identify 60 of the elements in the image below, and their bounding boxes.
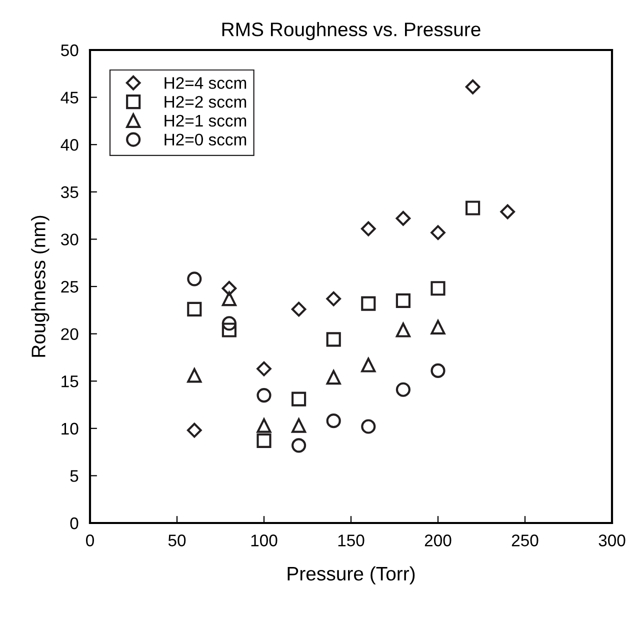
point — [361, 296, 376, 311]
legend-label: H2=0 sccm — [164, 134, 246, 146]
point — [430, 281, 446, 296]
y-tick-label: 30 — [60, 234, 78, 246]
legend-label: H2=4 sccm — [164, 77, 246, 89]
point — [186, 422, 202, 438]
point — [326, 370, 341, 385]
point — [222, 292, 236, 306]
legend-label: H2=2 sccm — [164, 96, 246, 108]
point — [430, 363, 446, 378]
y-tick-label: 5 — [70, 470, 78, 482]
point — [500, 204, 516, 220]
point — [396, 293, 410, 308]
y-tick-label: 15 — [62, 376, 78, 388]
point — [361, 358, 376, 372]
y-tick-label: 35 — [60, 186, 78, 198]
y-tick-label: 40 — [60, 139, 78, 151]
point — [222, 280, 237, 296]
y-tick-label: 25 — [61, 280, 78, 293]
point — [256, 418, 272, 433]
point — [187, 368, 202, 383]
y-tick-label: 10 — [62, 422, 78, 435]
point — [292, 392, 306, 406]
point — [187, 302, 202, 316]
point — [360, 221, 376, 236]
point — [465, 79, 480, 94]
x-tick-label: 300 — [598, 534, 626, 546]
point — [466, 200, 480, 216]
x-tick-label: 250 — [512, 534, 538, 546]
point — [326, 291, 342, 306]
chart-title: RMS Roughness vs. Pressure — [222, 22, 480, 40]
point — [396, 322, 410, 338]
point — [292, 438, 306, 453]
point — [430, 320, 446, 334]
point — [292, 418, 306, 433]
x-tick-label: 150 — [338, 534, 364, 546]
x-tick-label: 200 — [424, 534, 452, 546]
legend-label: H2=1 sccm — [164, 114, 246, 127]
point — [187, 272, 202, 286]
point — [326, 414, 341, 428]
point — [222, 322, 236, 338]
point — [326, 332, 341, 347]
y-tick-label: 0 — [70, 517, 78, 530]
point — [222, 316, 236, 331]
x-tick-label: 100 — [251, 534, 278, 546]
y-tick-label: 45 — [60, 92, 78, 104]
x-tick-label: 0 — [86, 534, 94, 546]
point — [256, 433, 272, 448]
y-tick-label: 20 — [61, 328, 78, 340]
x-axis-title: Pressure (Torr) — [288, 566, 415, 584]
point — [291, 302, 306, 317]
y-axis-title: Roughness (nm) — [31, 216, 50, 357]
point — [256, 388, 272, 403]
x-tick-label: 50 — [168, 534, 186, 546]
point — [256, 361, 272, 376]
point — [396, 210, 411, 226]
y-tick-label: 50 — [61, 44, 78, 56]
point — [361, 419, 376, 434]
point — [396, 382, 410, 397]
point — [430, 225, 446, 240]
